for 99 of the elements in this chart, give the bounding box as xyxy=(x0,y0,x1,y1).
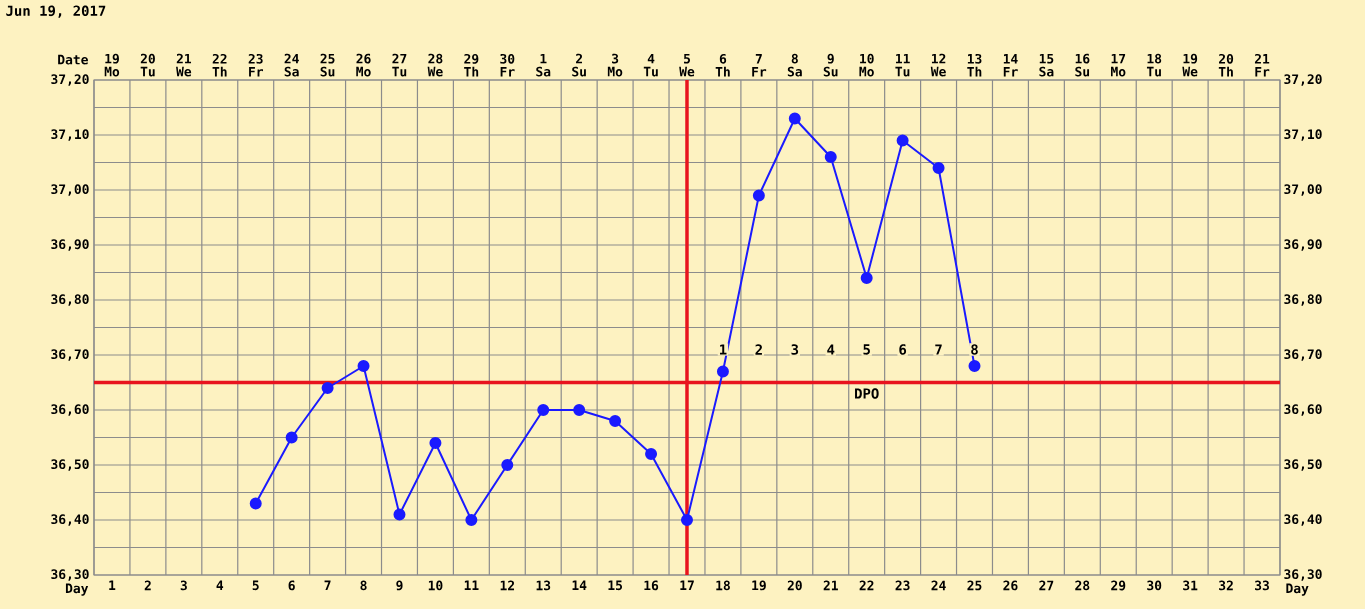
x-tick-label: 29 xyxy=(1111,580,1126,591)
x2-tick-label: 2 Su xyxy=(572,53,586,77)
y2-tick-label: 36,70 xyxy=(1284,349,1322,361)
x2-tick-label: 23 Fr xyxy=(248,53,264,77)
annotation: DPO xyxy=(855,388,879,399)
y2-tick-label: 37,00 xyxy=(1284,184,1322,196)
x-tick-label: 6 xyxy=(288,580,295,591)
x2-tick-label: 1 Sa xyxy=(536,53,551,77)
annotation: 7 xyxy=(935,344,942,355)
x2-tick-label: 18 Tu xyxy=(1146,53,1162,77)
y-tick-label: 36,30 xyxy=(51,569,89,581)
x2-tick-label: 21 Fr xyxy=(1254,53,1270,77)
x-tick-label: 30 xyxy=(1147,580,1162,591)
x-tick-label: 28 xyxy=(1075,580,1090,591)
x2-axis-title: Date xyxy=(58,54,88,65)
annotation: 5 xyxy=(863,344,870,355)
x-tick-label: 18 xyxy=(716,580,730,591)
x2-tick-label: 29 Th xyxy=(464,53,479,77)
x2-tick-label: 24 Sa xyxy=(284,53,299,77)
x2-tick-label: 8 Sa xyxy=(787,53,802,77)
y-tick-label: 36,90 xyxy=(51,239,89,251)
y2-tick-label: 36,90 xyxy=(1284,239,1322,251)
x-tick-label: 11 xyxy=(464,580,479,590)
y-tick-label: 36,50 xyxy=(51,459,89,471)
x-tick-label: 3 xyxy=(180,580,187,591)
y-tick-label: 37,00 xyxy=(51,184,89,196)
x2-tick-label: 16 Su xyxy=(1075,53,1090,77)
annotation: 8 xyxy=(971,344,978,355)
x-tick-label: 20 xyxy=(787,580,802,591)
x-tick-label: 15 xyxy=(608,580,623,591)
x-tick-label: 24 xyxy=(931,580,946,591)
x-tick-label: 1 xyxy=(109,580,116,590)
y-tick-label: 37,10 xyxy=(51,129,89,141)
x-tick-label: 5 xyxy=(252,580,259,591)
x2-tick-label: 3 Mo xyxy=(607,53,623,77)
text: Day xyxy=(1286,583,1309,596)
x2-tick-label: 28 We xyxy=(427,53,443,77)
x2-tick-label: 26 Mo xyxy=(356,53,371,77)
x2-tick-label: 19 We xyxy=(1182,53,1198,77)
chart-title: Jun 19, 2017 xyxy=(6,5,106,18)
x2-tick-label: 7 Fr xyxy=(752,54,767,77)
x2-tick-label: 13 Th xyxy=(967,53,982,77)
x2-tick-label: 17 Mo xyxy=(1111,53,1126,77)
x-tick-label: 32 xyxy=(1219,580,1233,591)
annotation: 6 xyxy=(899,344,907,355)
x2-tick-label: 22 Th xyxy=(212,53,227,77)
x2-tick-label: 11 Tu xyxy=(895,53,910,77)
x-tick-label: 13 xyxy=(536,580,551,591)
annotation: 1 xyxy=(720,344,727,355)
x2-tick-label: 30 Fr xyxy=(500,53,515,77)
x2-tick-label: 4 Tu xyxy=(643,53,658,77)
x-tick-label: 2 xyxy=(144,580,151,591)
x-tick-label: 27 xyxy=(1039,580,1054,591)
y-tick-label: 36,80 xyxy=(51,294,89,306)
y2-tick-label: 36,50 xyxy=(1284,459,1322,471)
x-tick-label: 14 xyxy=(572,580,587,590)
x-tick-label: 16 xyxy=(644,580,659,591)
x-tick-label: 9 xyxy=(396,580,403,591)
annotation: 4 xyxy=(827,344,835,355)
y2-tick-label: 37,20 xyxy=(1284,74,1322,86)
x2-tick-label: 9 Su xyxy=(823,53,838,77)
y-tick-label: 36,70 xyxy=(51,349,89,361)
x2-tick-label: 25 Su xyxy=(320,53,335,77)
y2-tick-label: 37,10 xyxy=(1284,129,1322,141)
x-tick-label: 21 xyxy=(823,580,838,591)
annotation: 3 xyxy=(791,344,799,355)
x2-tick-label: 20 Tu xyxy=(140,53,155,77)
x2-tick-label: 6 Th xyxy=(715,53,730,77)
x-tick-label: 22 xyxy=(859,580,874,591)
x2-tick-label: 5 We xyxy=(679,53,695,77)
x2-tick-label: 10 Mo xyxy=(859,53,874,77)
x-tick-label: 19 xyxy=(752,580,766,591)
y2-tick-label: 36,30 xyxy=(1284,569,1322,581)
x2-tick-label: 20 Th xyxy=(1218,53,1234,77)
x-tick-label: 10 xyxy=(428,580,443,591)
x-tick-label: 12 xyxy=(500,580,515,591)
x2-tick-label: 12 We xyxy=(930,53,946,77)
x-tick-label: 33 xyxy=(1255,580,1269,591)
x2-tick-label: 14 Fr xyxy=(1003,54,1018,77)
x-tick-label: 4 xyxy=(216,580,224,590)
x2-tick-label: 21 We xyxy=(176,53,192,77)
x-axis-title: Day xyxy=(65,583,89,596)
annotation: 2 xyxy=(755,344,762,355)
x2-tick-label: 15 Sa xyxy=(1039,53,1054,77)
x-tick-label: 17 xyxy=(680,580,694,590)
x-tick-label: 7 xyxy=(324,580,331,590)
x-tick-label: 26 xyxy=(1003,580,1018,591)
x-tick-label: 25 xyxy=(967,580,982,591)
y2-tick-label: 36,40 xyxy=(1284,514,1322,526)
y-tick-label: 37,20 xyxy=(51,74,89,86)
x2-tick-label: 19 Mo xyxy=(104,53,120,77)
y2-tick-label: 36,80 xyxy=(1284,294,1322,306)
x-tick-label: 23 xyxy=(895,580,910,591)
x-tick-label: 8 xyxy=(360,580,367,591)
x-tick-label: 31 xyxy=(1183,580,1198,591)
y2-tick-label: 36,60 xyxy=(1284,404,1322,416)
y-tick-label: 36,60 xyxy=(51,404,89,416)
x2-tick-label: 27 Tu xyxy=(392,53,407,77)
y-tick-label: 36,40 xyxy=(51,514,89,526)
